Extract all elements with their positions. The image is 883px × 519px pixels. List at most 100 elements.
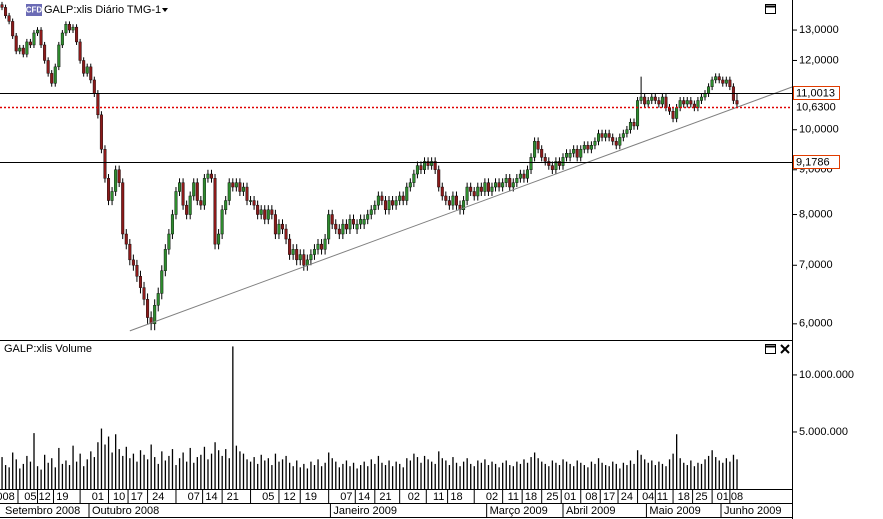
x-tick-label: 24: [621, 491, 633, 503]
volume-bar: [516, 461, 518, 489]
volume-bar: [86, 459, 88, 489]
candle-body: [270, 209, 274, 215]
volume-bar: [388, 460, 390, 489]
volume-bar: [111, 452, 113, 489]
volume-close-button[interactable]: [780, 344, 790, 354]
volume-bar: [72, 445, 74, 489]
candle-body: [412, 173, 416, 183]
candle-body: [561, 157, 565, 166]
candle-body: [479, 186, 483, 192]
candle-body: [241, 186, 245, 192]
candle-body: [75, 26, 79, 43]
x-tick-label: 14: [205, 491, 217, 503]
candle-body: [0, 4, 4, 8]
candle-body: [557, 161, 561, 166]
volume-bar: [722, 462, 724, 489]
candle-body: [135, 265, 139, 277]
x-tick-label: 08: [731, 491, 743, 503]
candle-body: [547, 161, 551, 166]
volume-bar: [526, 462, 529, 489]
volume-bar: [320, 466, 323, 489]
candle-body: [671, 111, 675, 119]
volume-bar: [129, 458, 131, 489]
candle-body: [589, 145, 593, 150]
candle-body: [195, 182, 199, 201]
candle-body: [504, 178, 508, 183]
candle-body: [490, 186, 494, 192]
candle-body: [217, 233, 221, 245]
volume-bar: [541, 461, 543, 489]
volume-bar: [406, 458, 408, 489]
volume-bar: [4, 465, 7, 489]
candle-body: [53, 66, 57, 84]
candle-body: [511, 182, 515, 188]
volume-bar: [299, 467, 301, 489]
candle-body: [277, 223, 281, 235]
x-tick-label: 05: [262, 491, 274, 503]
volume-bar: [661, 463, 664, 489]
candle-body: [458, 204, 462, 211]
volume-bar: [267, 458, 269, 489]
candle-body: [259, 209, 263, 215]
candle-body: [596, 133, 600, 142]
candle-body: [391, 200, 395, 206]
volume-bar: [107, 436, 110, 489]
candle-body: [614, 141, 618, 146]
candle-body: [245, 186, 249, 201]
volume-bar: [370, 459, 372, 489]
volume-bar: [15, 459, 17, 489]
candle-body: [298, 254, 302, 261]
candle-body: [451, 195, 455, 206]
candle-body: [632, 122, 636, 127]
candle-body: [323, 238, 327, 250]
candle-body: [36, 29, 40, 34]
x-tick-label: 12: [38, 491, 50, 503]
volume-bar: [335, 461, 337, 489]
volume-bar: [455, 462, 458, 489]
candle-body: [369, 209, 373, 215]
volume-bar: [285, 455, 287, 489]
candle-body: [46, 60, 50, 74]
volume-bar: [136, 461, 138, 489]
candle-body: [224, 200, 228, 211]
volume-bar: [68, 465, 71, 489]
volume-bar: [384, 465, 387, 489]
candle-body: [593, 141, 597, 146]
candle-body: [462, 200, 466, 211]
candle-body: [352, 219, 356, 225]
level-label: 10,6300: [796, 101, 836, 113]
candle-body: [433, 161, 437, 170]
volume-bar: [100, 428, 103, 489]
volume-maximize-button[interactable]: [765, 344, 776, 354]
volume-bar: [296, 460, 298, 489]
x-tick-label: 25: [546, 491, 558, 503]
candle-body: [178, 182, 182, 192]
dropdown-arrow[interactable]: [162, 8, 168, 12]
maximize-button[interactable]: [765, 4, 776, 14]
candle-body: [18, 47, 22, 52]
candle-body: [131, 259, 135, 266]
x-tick-label: 11: [508, 491, 519, 503]
candle-body: [430, 161, 434, 166]
candle-body: [476, 186, 480, 197]
candle-body: [199, 200, 203, 206]
candle-body: [376, 195, 380, 206]
volume-bar: [310, 461, 312, 489]
volume-bar: [647, 462, 649, 489]
volume-bar: [544, 463, 546, 489]
volume-bar: [452, 457, 454, 489]
volume-bar: [441, 458, 443, 489]
volume-bar: [523, 459, 525, 489]
volume-bar: [462, 461, 465, 489]
volume-bar: [434, 463, 436, 489]
candle-body: [394, 200, 398, 206]
candle-body: [383, 200, 387, 211]
volume-bar: [395, 461, 397, 489]
volume-bar: [196, 457, 198, 489]
x-tick-label: 18: [450, 491, 462, 503]
candle-body: [685, 100, 689, 105]
candle-body: [362, 219, 366, 225]
candle-body: [149, 317, 153, 325]
volume-bar: [565, 461, 568, 489]
